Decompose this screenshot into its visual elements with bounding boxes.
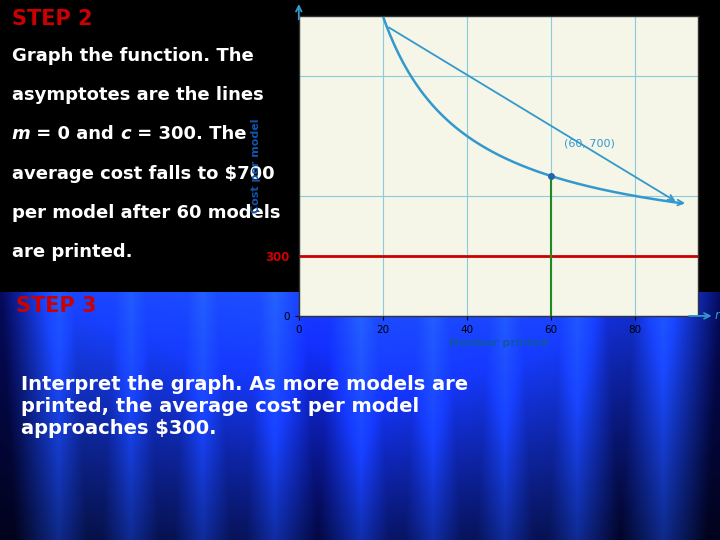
Text: (60, 700): (60, 700) [564,138,615,148]
Text: = 0 and: = 0 and [30,125,120,144]
Text: Graph the function. The: Graph the function. The [12,46,253,65]
Text: per model after 60 models: per model after 60 models [12,204,280,222]
Text: asymptotes are the lines: asymptotes are the lines [12,86,264,104]
Text: Interpret the graph. As more models are
printed, the average cost per model
appr: Interpret the graph. As more models are … [21,375,468,438]
Y-axis label: Cost per model: Cost per model [251,119,261,213]
Text: STEP 3: STEP 3 [16,296,96,316]
Text: m: m [714,309,720,322]
Text: are printed.: are printed. [12,244,132,261]
Text: STEP 2: STEP 2 [12,9,92,29]
X-axis label: Number printed: Number printed [449,338,548,348]
Text: m: m [12,125,30,144]
Text: = 300. The: = 300. The [131,125,246,144]
Text: average cost falls to $700: average cost falls to $700 [12,165,274,183]
Text: c: c [120,125,131,144]
